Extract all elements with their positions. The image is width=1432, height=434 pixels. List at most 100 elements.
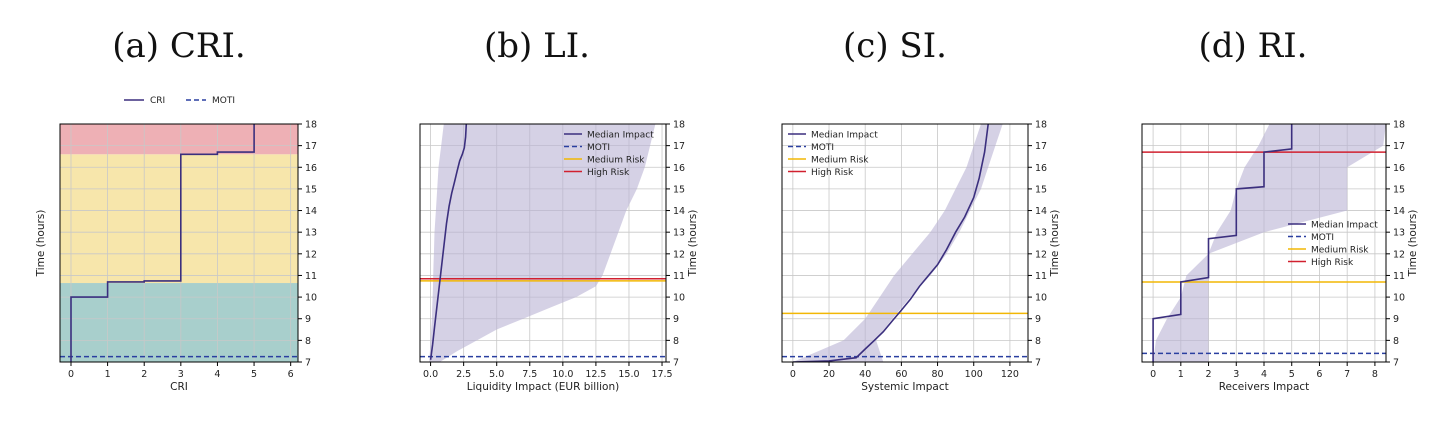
x-tick-label: 0.0 — [423, 369, 438, 380]
plot-area — [420, 124, 666, 362]
x-tick-label: 3 — [178, 369, 184, 380]
x-axis-label: Systemic Impact — [861, 381, 949, 393]
chart-panel-li: (b) LI. 0.0 2.5 5.0 7.5 10.0 12.5 15.0 17.5 7 8 9 1… — [358, 0, 716, 434]
x-tick-label: 10.0 — [552, 369, 573, 380]
chart-si: 0 20 40 60 80 100 120 7 8 9 10 11 12 13 14 15 16 17 18 Syst… — [781, 120, 1061, 393]
y-tick-label: 9 — [1393, 314, 1399, 325]
x-tick-label: 1 — [1178, 369, 1184, 380]
legend: Median Impact MOTI Medium Risk High Risk — [1288, 221, 1378, 268]
x-tick-label: 4 — [1261, 369, 1267, 380]
y-tick-label: 7 — [1035, 358, 1041, 369]
x-tick-label: 1 — [105, 369, 111, 380]
chart-panel-ri: (d) RI. 0 1 2 3 4 5 6 7 8 7 8 9 10 11 12 13 14 15 16 17 18 Re… — [1074, 0, 1432, 434]
x-tick-label: 12.5 — [585, 369, 606, 380]
legend-entry: Median Impact — [1311, 221, 1378, 231]
legend-entry: High Risk — [811, 168, 854, 178]
legend-entry: MOTI — [212, 96, 235, 106]
risk-zone-2 — [60, 124, 298, 155]
x-tick-label: 6 — [1316, 369, 1322, 380]
series-line-median-impact — [792, 124, 989, 362]
x-tick-label: 120 — [1001, 369, 1019, 380]
legend-entry: MOTI — [811, 143, 834, 153]
y-tick-label: 10 — [1035, 293, 1047, 304]
y-tick-label: 12 — [1035, 249, 1047, 260]
y-tick-label: 16 — [1035, 163, 1047, 174]
x-tick-label: 40 — [859, 369, 871, 380]
y-axis-label: Time (hours) — [1407, 210, 1419, 278]
x-axis-label: Liquidity Impact (EUR billion) — [467, 381, 619, 393]
y-tick-label: 14 — [1393, 206, 1405, 217]
y-tick-label: 8 — [1393, 336, 1399, 347]
y-tick-label: 8 — [1035, 336, 1041, 347]
x-tick-label: 6 — [288, 369, 294, 380]
x-tick-label: 5 — [251, 369, 257, 380]
x-tick-label: 8 — [1372, 369, 1378, 380]
x-tick-label: 7.5 — [522, 369, 537, 380]
legend-entry: Median Impact — [587, 131, 654, 141]
confidence-band — [429, 124, 656, 362]
y-tick-label: 14 — [305, 206, 317, 217]
y-tick-label: 14 — [673, 206, 685, 217]
x-tick-label: 3 — [1233, 369, 1239, 380]
legend-entry: High Risk — [587, 168, 630, 178]
y-tick-label: 18 — [673, 120, 685, 131]
y-tick-label: 15 — [673, 184, 685, 195]
x-tick-label: 0 — [1150, 369, 1156, 380]
y-tick-label: 11 — [1393, 271, 1405, 282]
confidence-band — [1153, 124, 1386, 362]
y-tick-label: 18 — [1393, 120, 1405, 131]
risk-zone-1 — [60, 154, 298, 284]
x-axis-label: CRI — [170, 381, 188, 393]
x-tick-label: 7 — [1344, 369, 1350, 380]
x-tick-label: 15.0 — [618, 369, 639, 380]
y-axis-label: Time (hours) — [35, 210, 47, 278]
legend-entry: Medium Risk — [1311, 246, 1369, 256]
y-tick-label: 15 — [1035, 184, 1047, 195]
chart-panel-cri: (a) CRI. 0 1 2 3 4 5 6 7 8 9 10 11 12 13 14 15 16 17 18 CRI… — [0, 0, 358, 434]
x-axis-label: Receivers Impact — [1219, 381, 1310, 393]
legend-entry: High Risk — [1311, 258, 1354, 268]
y-tick-label: 13 — [305, 228, 317, 239]
x-tick-label: 2 — [1206, 369, 1212, 380]
y-tick-label: 16 — [673, 163, 685, 174]
legend-entry: Medium Risk — [811, 156, 869, 166]
y-tick-label: 11 — [305, 271, 317, 282]
y-tick-label: 15 — [1393, 184, 1405, 195]
y-tick-label: 9 — [1035, 314, 1041, 325]
plot-area — [1142, 124, 1386, 362]
caption-ri: (d) RI. — [1198, 26, 1308, 66]
plot-frame — [781, 123, 1029, 363]
x-tick-label: 5.0 — [489, 369, 504, 380]
x-tick-label: 20 — [823, 369, 835, 380]
y-tick-label: 7 — [673, 358, 679, 369]
legend-entry: MOTI — [1311, 233, 1334, 243]
y-tick-label: 17 — [673, 141, 685, 152]
series-line-median-impact — [429, 124, 468, 360]
y-tick-label: 12 — [305, 249, 317, 260]
y-tick-label: 9 — [673, 314, 679, 325]
chart-li: 0.0 2.5 5.0 7.5 10.0 12.5 15.0 17.57 8 9 10 11 12 13 1… — [419, 120, 699, 393]
x-tick-label: 80 — [932, 369, 944, 380]
legend: Median Impact MOTI Medium Risk High Risk — [788, 131, 878, 178]
y-tick-label: 7 — [1393, 358, 1399, 369]
y-tick-label: 15 — [305, 184, 317, 195]
x-tick-label: 2 — [141, 369, 147, 380]
y-tick-label: 17 — [1393, 141, 1405, 152]
y-axis-label: Time (hours) — [1049, 210, 1061, 278]
caption-li: (b) LI. — [484, 26, 590, 66]
legend: Median Impact MOTI Medium Risk High Risk — [564, 131, 654, 178]
y-tick-label: 12 — [1393, 249, 1405, 260]
y-tick-label: 11 — [1035, 271, 1047, 282]
plot-area — [60, 124, 298, 362]
chart-ri: 0 1 2 3 4 5 6 7 8789101112131415161718Receivers … — [1141, 120, 1419, 393]
series-line-median-impact — [1152, 124, 1293, 362]
y-tick-label: 13 — [673, 228, 685, 239]
x-tick-label: 0 — [68, 369, 74, 380]
legend-entry: Medium Risk — [587, 156, 645, 166]
series-line-cri — [70, 124, 255, 362]
y-tick-label: 13 — [1035, 228, 1047, 239]
y-tick-label: 8 — [305, 336, 311, 347]
legend-entry: CRI — [150, 96, 165, 106]
y-tick-label: 10 — [673, 293, 685, 304]
